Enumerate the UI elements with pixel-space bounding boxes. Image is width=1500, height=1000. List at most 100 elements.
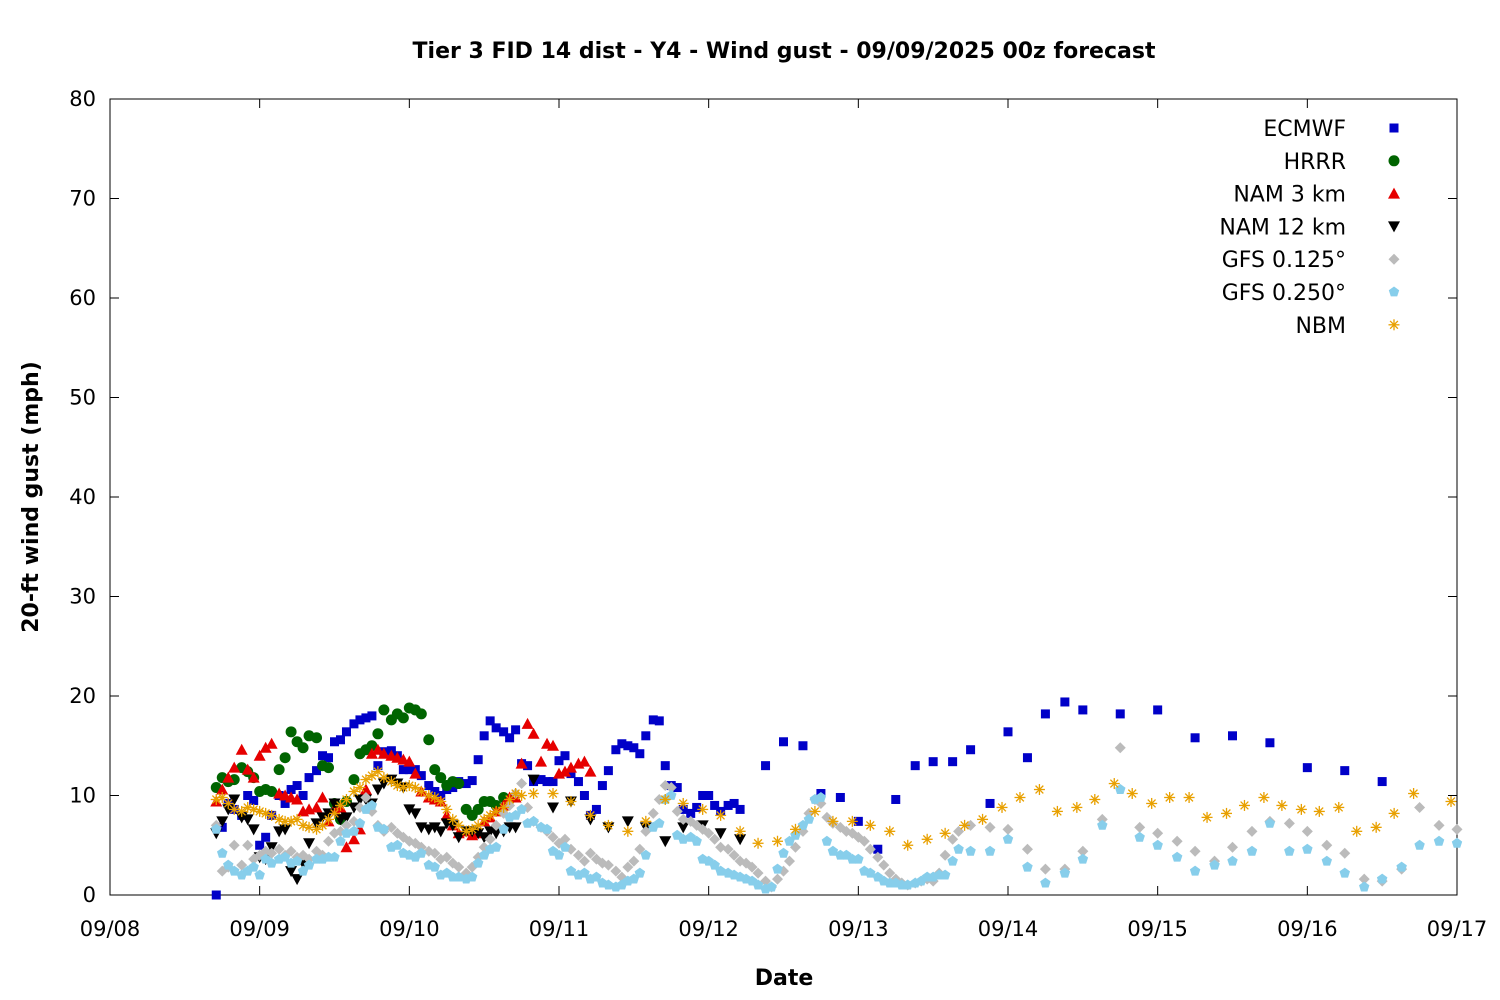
data-point [360, 774, 372, 786]
x-tick-label: 09/17 [1427, 917, 1488, 941]
data-point [409, 808, 422, 820]
data-point [821, 811, 833, 823]
star-stroke [312, 824, 321, 834]
data-point [228, 794, 241, 806]
data-point [715, 865, 726, 876]
data-point [766, 881, 777, 892]
data-point [1033, 784, 1045, 796]
data-point [853, 816, 863, 826]
data-point [403, 755, 416, 767]
data-point [285, 726, 297, 738]
series-gfs-0-250- [211, 784, 1463, 894]
data-point [273, 764, 285, 776]
data-point [584, 847, 596, 859]
data-point [236, 859, 248, 871]
y-tick-label: 0 [83, 883, 96, 907]
data-point [617, 739, 627, 749]
data-point [297, 742, 309, 754]
data-point [1238, 799, 1250, 811]
data-point [311, 823, 323, 835]
data-point [472, 803, 484, 815]
data-point [416, 847, 427, 858]
data-point [878, 859, 890, 871]
data-point [222, 771, 235, 783]
data-point [846, 815, 858, 827]
data-point [435, 772, 447, 784]
data-point [453, 819, 465, 831]
data-point [752, 837, 764, 849]
data-point [1358, 873, 1370, 885]
data-point [366, 770, 378, 782]
data-point [505, 733, 515, 743]
star-stroke [430, 793, 440, 802]
data-point [467, 776, 477, 786]
data-point [216, 791, 228, 803]
data-point [1221, 807, 1233, 819]
star-stroke [1389, 809, 1399, 818]
data-point [365, 747, 378, 759]
data-point [603, 766, 613, 776]
data-point [1040, 709, 1050, 719]
data-point [478, 832, 491, 844]
data-point [572, 849, 584, 861]
star-stroke [903, 840, 913, 850]
star-stroke [243, 803, 253, 812]
star-stroke [1165, 793, 1174, 802]
data-point [654, 817, 665, 828]
data-point [255, 840, 265, 850]
data-point [629, 743, 639, 753]
data-point [1003, 727, 1013, 737]
data-point [565, 865, 577, 876]
data-point [864, 819, 876, 831]
data-point [1376, 873, 1388, 884]
data-point [303, 859, 315, 870]
data-point [548, 777, 558, 787]
data-point [1433, 819, 1445, 831]
data-point [996, 801, 1008, 813]
star-stroke [810, 807, 820, 816]
data-point [1022, 861, 1033, 872]
data-point [1339, 847, 1351, 859]
data-point [516, 790, 528, 801]
data-point [977, 813, 989, 825]
data-point [490, 828, 503, 840]
data-point [640, 849, 651, 860]
data-point [728, 849, 740, 861]
data-point [528, 815, 539, 826]
data-point [1097, 819, 1108, 830]
data-point [511, 725, 521, 735]
data-point [1171, 835, 1183, 847]
data-point [527, 727, 540, 739]
data-point [665, 782, 677, 794]
data-point [535, 755, 548, 767]
star-stroke [292, 815, 302, 824]
data-point [311, 732, 323, 744]
data-point [1370, 821, 1382, 833]
data-point [610, 865, 622, 877]
star-stroke [237, 807, 247, 816]
data-point [266, 847, 278, 859]
star-stroke [255, 807, 265, 816]
data-point [779, 737, 788, 747]
data-point [228, 803, 240, 815]
data-point [1189, 845, 1201, 857]
data-point [428, 822, 441, 834]
star-stroke [442, 805, 452, 814]
data-point [928, 757, 938, 767]
data-point [515, 757, 528, 769]
star-stroke [566, 797, 576, 806]
star-stroke [261, 809, 271, 818]
data-point [441, 851, 453, 863]
data-point [1246, 825, 1258, 837]
data-point [647, 807, 659, 819]
star-stroke [604, 821, 613, 830]
y-tick-label: 20 [69, 684, 96, 708]
data-point [910, 761, 920, 771]
data-point [403, 804, 416, 816]
data-point [939, 849, 951, 861]
data-point [279, 851, 291, 862]
legend-label: GFS 0.125° [1222, 248, 1346, 273]
data-point [348, 825, 360, 836]
star-stroke [753, 838, 763, 848]
star-stroke [1409, 789, 1418, 798]
